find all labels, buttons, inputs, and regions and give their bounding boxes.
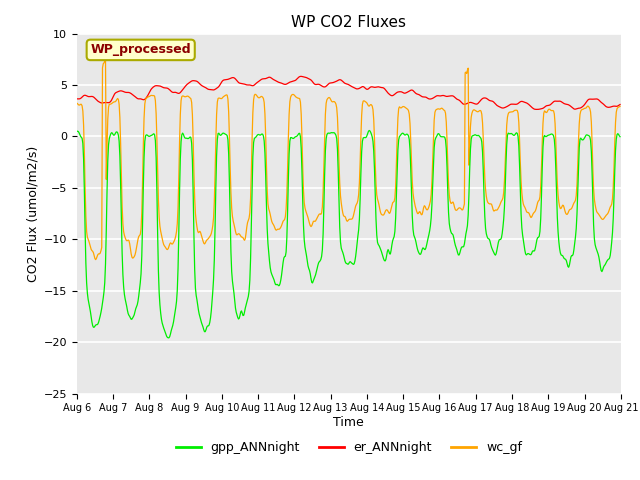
Y-axis label: CO2 Flux (umol/m2/s): CO2 Flux (umol/m2/s) bbox=[26, 145, 40, 282]
X-axis label: Time: Time bbox=[333, 416, 364, 429]
Title: WP CO2 Fluxes: WP CO2 Fluxes bbox=[291, 15, 406, 30]
Legend: gpp_ANNnight, er_ANNnight, wc_gf: gpp_ANNnight, er_ANNnight, wc_gf bbox=[171, 436, 527, 459]
Text: WP_processed: WP_processed bbox=[90, 43, 191, 56]
